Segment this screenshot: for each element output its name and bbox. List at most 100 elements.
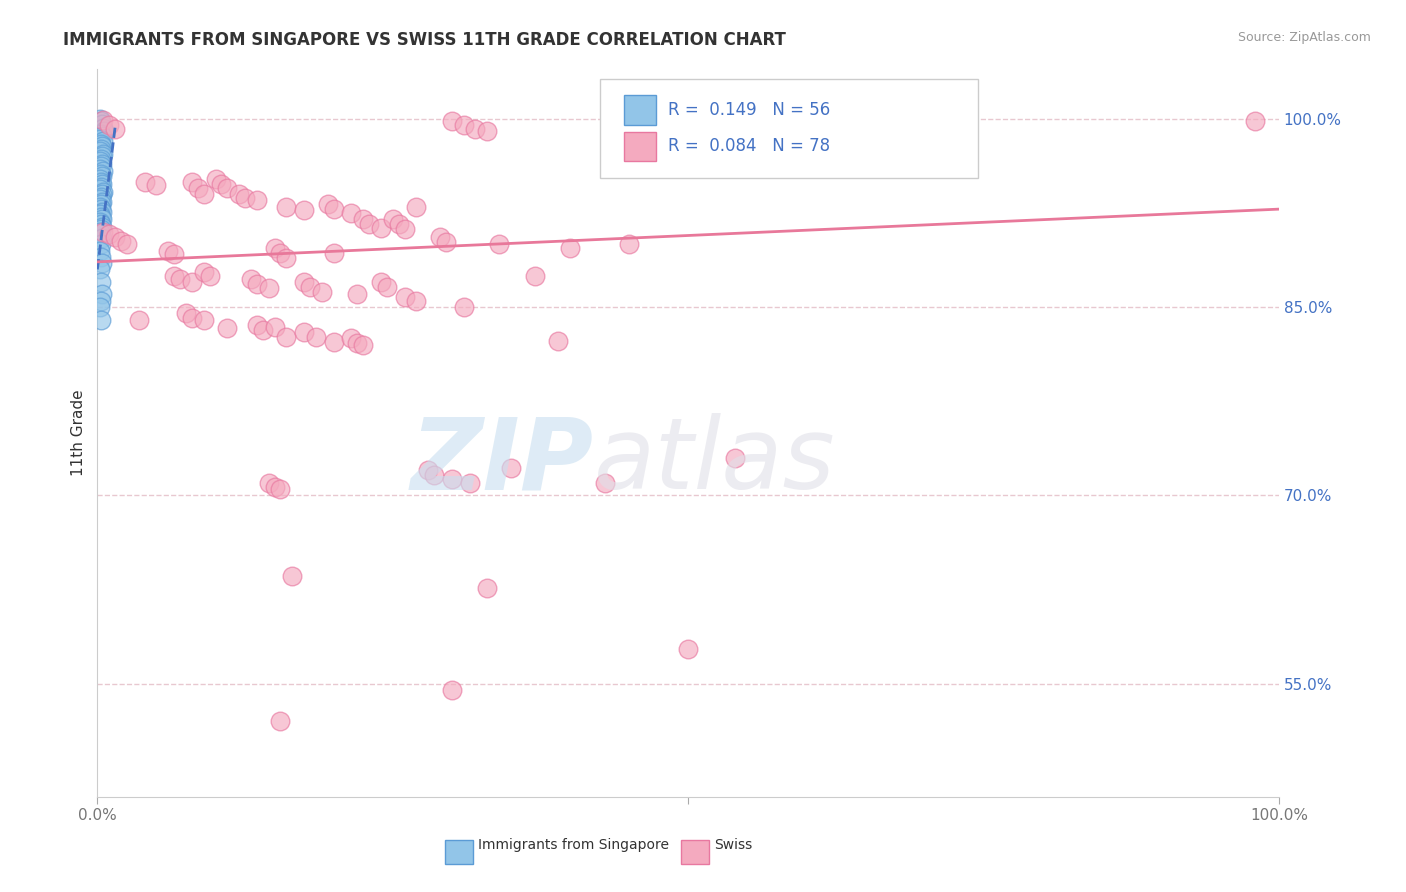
Point [89,300,111,314]
Point [91,120,114,135]
Point [91,287,114,301]
Point [90,197,112,211]
Point [440,472,463,486]
Point [91,169,114,184]
Point [110,234,132,248]
Point [89,154,111,169]
Point [381,212,404,227]
Point [394,222,416,236]
Point [269,714,291,729]
Point [163,247,186,261]
Point [269,482,291,496]
Point [209,177,232,191]
Point [90,312,112,326]
Point [724,450,747,465]
Point [89,145,111,159]
Point [89,192,111,206]
Point [90,160,112,174]
Point [91,164,114,178]
Point [98,118,121,132]
Point [187,181,209,195]
Point [145,178,167,193]
Point [434,235,457,249]
FancyBboxPatch shape [599,79,977,178]
Point [375,280,398,294]
Point [169,272,191,286]
Point [89,200,111,214]
Point [90,114,112,128]
Point [477,581,499,595]
Point [91,187,114,202]
Point [359,217,381,231]
Point [90,127,112,141]
Point [292,203,315,218]
Point [453,118,475,132]
Point [346,336,368,351]
Point [91,149,114,163]
Point [322,335,344,350]
Point [91,256,114,270]
Point [477,124,499,138]
Point [252,323,274,337]
Point [128,312,150,326]
Point [91,194,114,209]
Point [453,300,475,314]
Point [322,202,344,216]
FancyBboxPatch shape [624,132,657,161]
Point [180,275,202,289]
Point [429,229,451,244]
Point [90,202,112,216]
Point [174,306,197,320]
Point [91,212,114,227]
Point [217,321,239,335]
Point [340,206,363,220]
Point [322,246,344,260]
Text: Source: ZipAtlas.com: Source: ZipAtlas.com [1237,31,1371,45]
Point [90,167,112,181]
Point [440,114,463,128]
Point [276,330,298,344]
Point [90,189,112,203]
Point [198,268,221,283]
Point [488,237,510,252]
Point [523,268,546,283]
Point [89,215,111,229]
Point [263,320,285,334]
Point [246,194,269,208]
Point [90,174,112,188]
Point [458,475,481,490]
Point [90,237,112,252]
Point [595,475,617,490]
Point [91,139,114,153]
Point [440,683,463,698]
Point [193,187,215,202]
Point [239,272,262,286]
Point [89,172,111,186]
Point [91,113,114,128]
Point [90,136,112,151]
Point [276,251,298,265]
Point [193,312,215,326]
Text: atlas: atlas [593,413,835,510]
Point [217,181,239,195]
Point [91,147,114,161]
Point [134,174,156,188]
Point [257,475,280,490]
Point [90,217,112,231]
Point [405,293,427,308]
Point [91,231,114,245]
Point [91,219,114,234]
Point [547,334,569,348]
FancyBboxPatch shape [681,839,710,864]
Point [180,174,202,188]
Point [558,241,581,255]
Text: ZIP: ZIP [411,413,593,510]
Point [90,142,112,156]
Point [89,244,111,258]
Point [464,121,486,136]
Point [163,268,186,283]
Text: Immigrants from Singapore: Immigrants from Singapore [478,838,669,852]
Point [193,265,215,279]
Point [305,330,328,344]
Point [292,325,315,339]
